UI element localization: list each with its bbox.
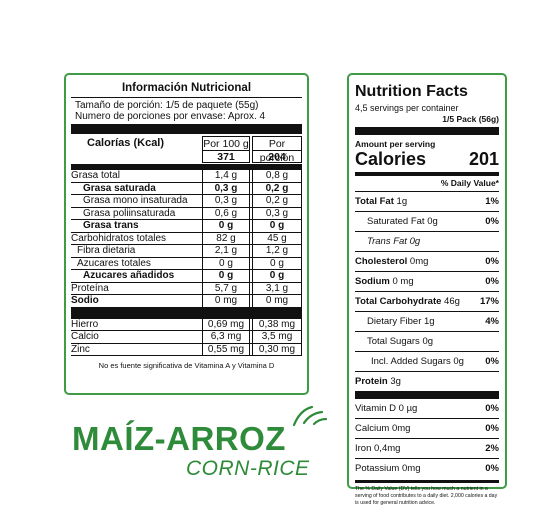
en-serving-size: 1/5 Pack (56g) [442, 114, 499, 124]
en-divider-thick [355, 127, 499, 135]
en-row-total-carbohydrate: Total Carbohydrate 46g 17% [355, 292, 499, 312]
es-row: Fibra dietaria 2,1 g 1,2 g [71, 245, 302, 258]
es-serving-size: Tamaño de porción: 1/5 de paquete (55g) [75, 100, 259, 111]
en-row-calcium: Calcium 0mg 0% [355, 419, 499, 439]
es-row: Grasa total 1,4 g 0,8 g [71, 170, 302, 183]
en-divider-medium [355, 172, 499, 176]
english-nutrition-facts-panel: Nutrition Facts 4,5 servings per contain… [347, 73, 507, 506]
es-kcal-row: 371 204 [71, 150, 302, 163]
en-calories-value: 201 [468, 149, 499, 169]
en-title: Nutrition Facts [355, 83, 468, 100]
en-row-protein: Protein 3g [355, 376, 401, 387]
en-row-cholesterol: Cholesterol 0mg 0% [355, 252, 499, 272]
es-col-100g: Por 100 g [202, 136, 250, 150]
en-row-trans-fat: Trans Fat 0g [355, 232, 499, 252]
en-calories-label: Calories [355, 149, 427, 169]
en-row-vitamin-d: Vitamin D 0 µg 0% [355, 399, 499, 419]
en-row-potassium: Potassium 0mg 0% [355, 463, 499, 474]
es-row: Proteína 5,7 g 3,1 g [71, 282, 302, 295]
en-row-iron: Iron 0,4mg 2% [355, 439, 499, 459]
sprout-icon [292, 405, 328, 427]
es-row: Grasa poliinsaturada 0,6 g 0,3 g [71, 207, 302, 220]
es-mineral-row: Calcio 6,3 mg 3,5 mg [71, 331, 302, 344]
es-mineral-row: Hierro 0,69 mg 0,38 mg [71, 318, 302, 331]
brand-subtitle: CORN-RICE [186, 457, 310, 480]
en-footnote: The % Daily Value (DV) tells you how muc… [355, 480, 499, 507]
es-servings-per-container: Numero de porciones por envase: Aprox. 4 [75, 111, 266, 122]
en-daily-value-header: % Daily Value* [355, 176, 499, 192]
en-divider-thick [355, 391, 499, 399]
brand-name: MAÍZ-ARROZ [72, 420, 286, 457]
en-servings-per-container: 4,5 servings per container [355, 103, 459, 113]
es-title: Información Nutricional [71, 81, 302, 98]
es-row: Azucares totales 0 g 0 g [71, 257, 302, 270]
es-footnote: No es fuente significativa de Vitamina A… [98, 361, 275, 370]
en-amount-label: Amount per serving [355, 139, 436, 149]
en-row-added-sugars: Incl. Added Sugars 0g 0% [355, 352, 499, 372]
en-row-total-sugars: Total Sugars 0g [355, 332, 499, 352]
es-divider-medium [71, 164, 302, 170]
es-row: Grasa saturada 0,3 g 0,2 g [71, 182, 302, 195]
en-row-sodium: Sodium 0 mg 0% [355, 272, 499, 292]
es-kcal-label: Calorías (Kcal) [87, 137, 165, 149]
en-row-saturated-fat: Saturated Fat 0g 0% [355, 212, 499, 232]
es-mineral-row: Zinc 0,55 mg 0,30 mg [71, 343, 302, 356]
es-col-portion: Por porción [252, 136, 302, 164]
es-serving-info: Tamaño de porción: 1/5 de paquete (55g) … [71, 98, 302, 124]
es-row: Grasa mono insaturada 0,3 g 0,2 g [71, 195, 302, 208]
es-divider-thick [71, 306, 302, 319]
es-kcal-100g: 371 [202, 150, 250, 163]
es-row: Azucares añadidos 0 g 0 g [71, 270, 302, 283]
en-row-total-fat: Total Fat 1g 1% [355, 192, 499, 212]
es-divider-thick [71, 124, 302, 134]
es-row: Sodio 0 mg 0 mg [71, 295, 302, 307]
en-calories-row: Calories 201 [355, 149, 499, 169]
es-row: Carbohidratos totales 82 g 45 g [71, 232, 302, 245]
es-kcal-portion: 204 [252, 150, 302, 163]
en-row-dietary-fiber: Dietary Fiber 1g 4% [355, 312, 499, 332]
es-column-header: Calorías (Kcal) Por 100 g Por porción [71, 136, 302, 164]
es-row: Grasa trans 0 g 0 g [71, 220, 302, 233]
spanish-nutrition-panel: Información Nutricional Tamaño de porció… [64, 73, 309, 395]
